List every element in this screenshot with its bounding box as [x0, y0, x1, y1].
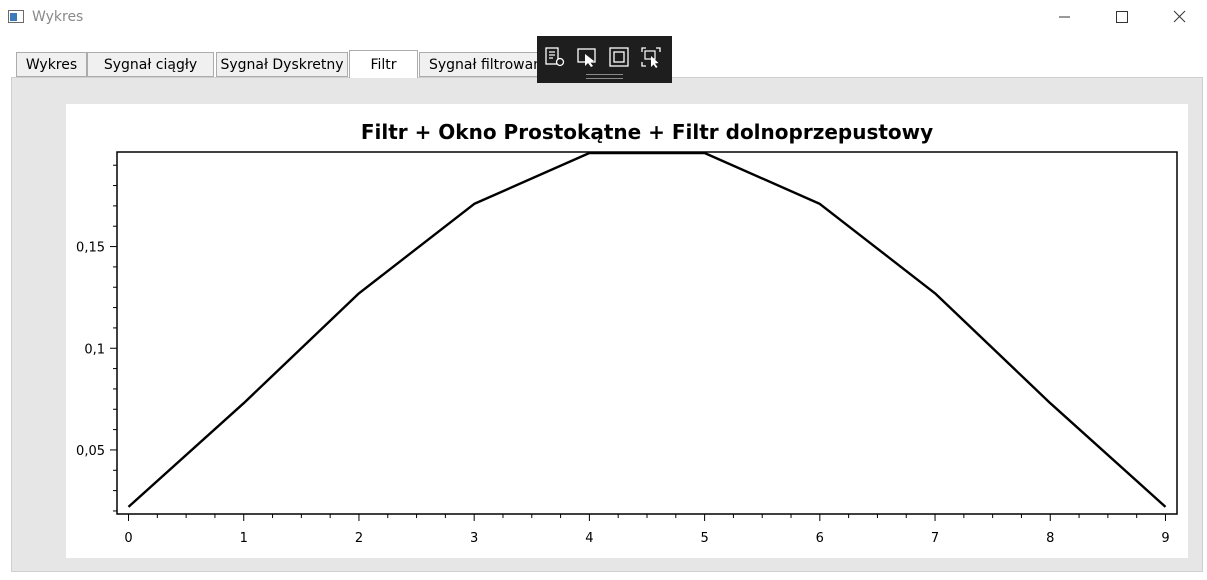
- y-tick-label: 0,05: [76, 444, 105, 459]
- tab-wykres[interactable]: Wykres: [16, 52, 87, 77]
- line-chart: Filtr + Okno Prostokątne + Filtr dolnopr…: [76, 120, 1178, 546]
- tab-filtr[interactable]: Filtr: [349, 50, 418, 78]
- series-line: [127, 151, 1167, 508]
- maximize-button[interactable]: [1093, 0, 1151, 34]
- y-tick-label: 0,15: [76, 241, 105, 256]
- chart-area: Filtr + Okno Prostokątne + Filtr dolnopr…: [66, 104, 1188, 558]
- select-element-button[interactable]: [574, 45, 600, 69]
- x-tick-label: 4: [585, 531, 593, 546]
- plot-area-border: [116, 151, 1178, 515]
- properties-icon: [545, 47, 565, 67]
- display-layout-adorners-button[interactable]: [606, 45, 632, 69]
- display-layout-adorners-icon: [609, 47, 629, 67]
- x-tick-label: 0: [124, 531, 132, 546]
- x-tick-label: 6: [816, 531, 824, 546]
- debug-toolbar: [537, 36, 672, 83]
- x-tick-label: 1: [240, 531, 248, 546]
- x-tick-label: 7: [931, 531, 939, 546]
- properties-button[interactable]: [542, 45, 568, 69]
- window-title: Wykres: [32, 9, 84, 25]
- x-tick-label: 5: [700, 531, 708, 546]
- y-tick-label: 0,1: [84, 342, 105, 357]
- close-button[interactable]: [1150, 0, 1207, 34]
- x-tick-label: 8: [1046, 531, 1054, 546]
- minimize-button[interactable]: [1035, 0, 1093, 34]
- select-element-icon: [577, 48, 596, 67]
- x-tick-label: 3: [470, 531, 478, 546]
- app-icon: [8, 10, 24, 23]
- tab-sygnal-filtrowany[interactable]: Sygnał filtrowany: [419, 52, 553, 77]
- x-tick-label: 9: [1161, 531, 1169, 546]
- toolbar-drag-handle[interactable]: [586, 74, 623, 79]
- track-focused-element-button[interactable]: [638, 45, 664, 69]
- maximize-icon: [1116, 11, 1128, 23]
- tab-sygnal-ciagly[interactable]: Sygnał ciągły: [87, 52, 214, 77]
- x-tick-label: 2: [355, 531, 363, 546]
- chart-title: Filtr + Okno Prostokątne + Filtr dolnopr…: [361, 120, 933, 144]
- title-bar: Wykres: [0, 0, 1207, 34]
- minimize-icon: [1059, 16, 1070, 18]
- track-focused-element-icon: [641, 47, 661, 68]
- close-icon: [1173, 10, 1186, 23]
- tab-sygnal-dyskretny[interactable]: Sygnał Dyskretny: [216, 52, 348, 77]
